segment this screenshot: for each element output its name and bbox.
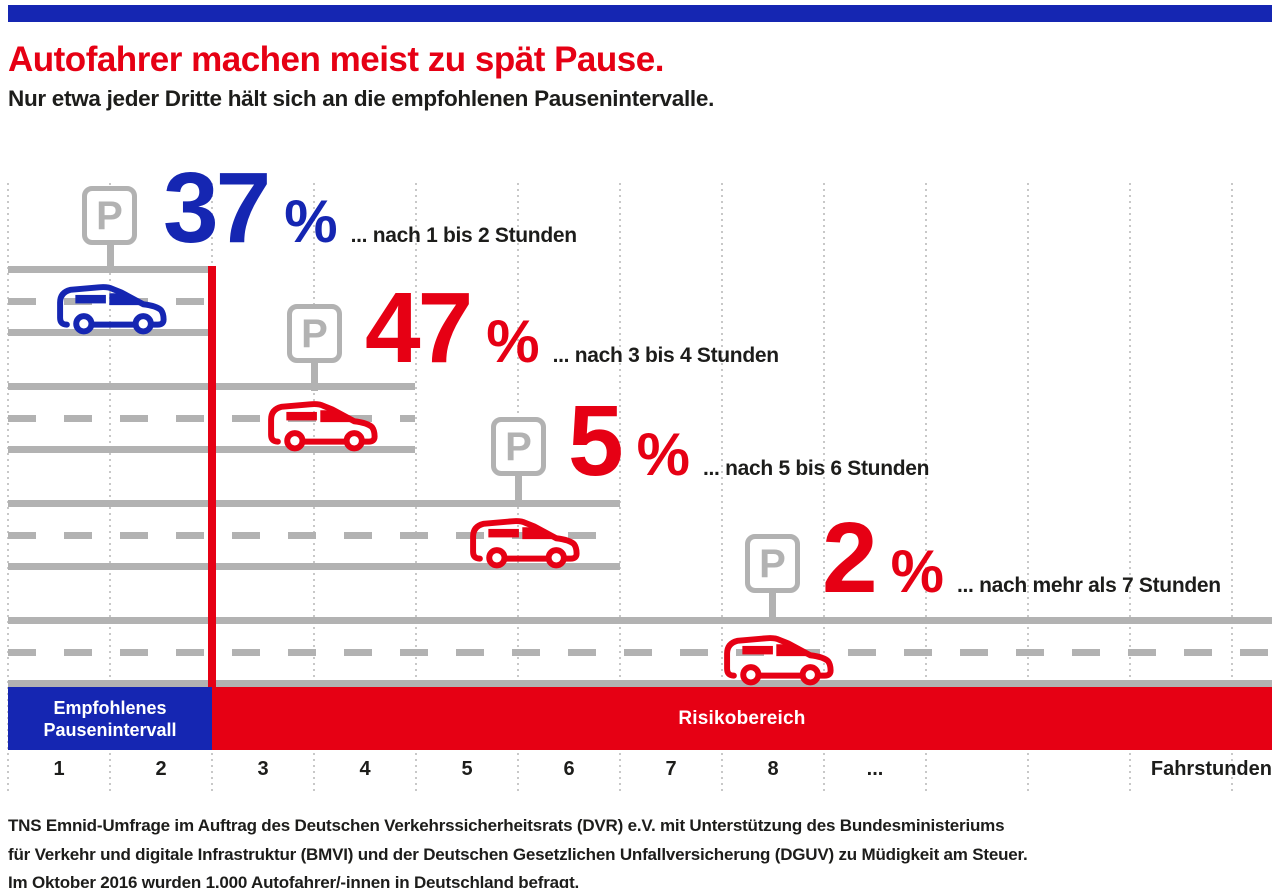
recommended-limit-line bbox=[208, 266, 216, 687]
header-accent-bar bbox=[8, 5, 1272, 22]
sign-pole bbox=[768, 588, 776, 624]
zone-risk: Risikobereich bbox=[212, 687, 1272, 750]
car-red-1 bbox=[266, 399, 378, 452]
car-icon bbox=[268, 401, 378, 452]
road-lane-4 bbox=[8, 617, 1272, 687]
grid-line bbox=[823, 183, 825, 793]
footer-note: TNS Emnid-Umfrage im Auftrag des Deutsch… bbox=[8, 812, 1028, 888]
stat-label: ... nach 1 bis 2 Stunden bbox=[350, 224, 577, 247]
stat-group-3: 5 % ... nach 5 bis 6 Stunden bbox=[568, 385, 930, 497]
percent-sign: % bbox=[284, 188, 337, 255]
grid-line bbox=[619, 183, 621, 793]
page-subtitle: Nur etwa jeder Dritte hält sich an die e… bbox=[8, 86, 715, 111]
stat-group-1: 37 % ... nach 1 bis 2 Stunden bbox=[163, 152, 577, 264]
grid-line bbox=[313, 183, 315, 793]
road-lane-3 bbox=[8, 500, 620, 570]
percent-sign: % bbox=[636, 421, 690, 488]
sign-pole bbox=[106, 240, 114, 272]
zone-recommended: Empfohlenes Pausenintervall bbox=[8, 687, 212, 750]
grid-line bbox=[925, 183, 927, 793]
zone-label: Risikobereich bbox=[678, 707, 806, 729]
sign-pole bbox=[514, 471, 522, 507]
footer-line: TNS Emnid-Umfrage im Auftrag des Deutsch… bbox=[8, 816, 1005, 835]
percent-sign: % bbox=[486, 308, 539, 375]
footer-line: Im Oktober 2016 wurden 1.000 Autofahrer/… bbox=[8, 873, 580, 888]
x-axis-tick: 1 bbox=[53, 758, 65, 780]
x-axis-tick: 5 bbox=[461, 758, 473, 780]
parking-sign-letter: P bbox=[505, 424, 532, 469]
stat-group-4: 2 % ... nach mehr als 7 Stunden bbox=[822, 502, 1221, 614]
x-axis-tick: 4 bbox=[359, 758, 371, 780]
lane-dash bbox=[8, 531, 620, 539]
x-axis-label: Fahrstunden bbox=[1150, 758, 1272, 780]
car-icon bbox=[57, 284, 167, 335]
stat-value: 37 bbox=[163, 152, 271, 264]
stat-label: ... nach 5 bis 6 Stunden bbox=[702, 457, 930, 480]
page-title: Autofahrer machen meist zu spät Pause. bbox=[8, 40, 664, 79]
lane-dash bbox=[8, 648, 1272, 656]
x-axis-tick: 3 bbox=[257, 758, 269, 780]
lane-dash bbox=[8, 297, 210, 305]
grid-line bbox=[721, 183, 723, 793]
car-red-3 bbox=[722, 633, 834, 686]
stat-value: 5 bbox=[568, 385, 624, 497]
zone-label: Empfohlenes bbox=[53, 697, 167, 718]
parking-sign-letter: P bbox=[301, 311, 328, 356]
footer-line: für Verkehr und digitale Infrastruktur (… bbox=[8, 844, 1028, 864]
car-icon bbox=[724, 635, 834, 686]
stat-value: 2 bbox=[822, 502, 878, 614]
grid-line bbox=[415, 183, 417, 793]
x-axis-tick: 7 bbox=[665, 758, 677, 780]
car-icon bbox=[470, 518, 580, 569]
car-blue bbox=[55, 282, 167, 335]
stat-label: ... nach 3 bis 4 Stunden bbox=[552, 344, 779, 367]
stat-value: 47 bbox=[365, 272, 473, 384]
parking-sign-icon: P bbox=[491, 417, 546, 476]
stat-label: ... nach mehr als 7 Stunden bbox=[956, 574, 1221, 597]
grid-line bbox=[109, 183, 111, 793]
grid-line bbox=[1231, 183, 1233, 793]
x-axis-tick: 6 bbox=[563, 758, 575, 780]
parking-sign-letter: P bbox=[759, 541, 786, 586]
x-axis-tick: ... bbox=[866, 758, 884, 780]
parking-sign-icon: P bbox=[745, 534, 800, 593]
car-red-2 bbox=[468, 516, 580, 569]
grid-line bbox=[7, 183, 9, 793]
zone-label: Pausenintervall bbox=[43, 719, 177, 740]
percent-sign: % bbox=[890, 538, 944, 605]
parking-sign-icon: P bbox=[287, 304, 342, 363]
x-axis-tick: 8 bbox=[767, 758, 779, 780]
x-axis-tick: 2 bbox=[155, 758, 167, 780]
sign-pole bbox=[310, 358, 318, 391]
grid-line bbox=[1129, 183, 1131, 793]
stat-group-2: 47 % ... nach 3 bis 4 Stunden bbox=[365, 272, 779, 384]
parking-sign-letter: P bbox=[96, 193, 123, 238]
grid-line bbox=[1027, 183, 1029, 793]
parking-sign-icon: P bbox=[82, 186, 137, 245]
